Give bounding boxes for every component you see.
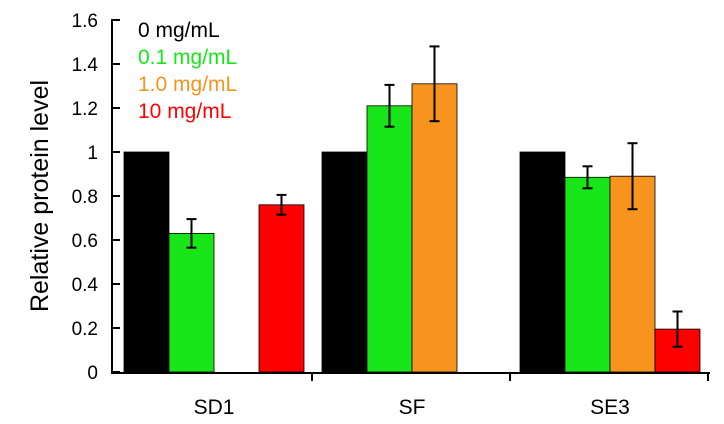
bar-sd1-series-3 [258, 204, 305, 373]
y-ticks: 0 0.2 0.4 0.6 0.8 1 1.2 1.4 1.6 [72, 11, 120, 384]
legend-entry-1: 0.1 mg/mL [138, 46, 237, 69]
legend-entry-2: 1.0 mg/mL [138, 73, 237, 96]
error-bar [186, 218, 197, 249]
bar-sf-series-2 [411, 83, 458, 373]
bar-sf-series-0 [321, 151, 368, 373]
bar-sd1-series-1 [168, 232, 215, 373]
y-tick-label: 0.6 [72, 231, 98, 252]
error-bar [384, 83, 395, 128]
error-bar [627, 142, 638, 211]
y-tick-label: 1 [87, 143, 98, 164]
legend-entry-0: 0 mg/mL [138, 19, 220, 42]
x-tick-label-sd1: SD1 [194, 396, 235, 419]
error-bar [429, 45, 440, 123]
error-bar [672, 310, 683, 348]
legend: 0 mg/mL 0.1 mg/mL 1.0 mg/mL 10 mg/mL [138, 19, 237, 123]
bars [123, 83, 701, 373]
bar-se3-series-1 [564, 176, 611, 373]
y-tick-label: 0 [87, 363, 98, 384]
x-tick-label-se3: SE3 [590, 396, 630, 419]
y-tick-label: 0.8 [72, 187, 98, 208]
y-tick-label: 1.4 [72, 55, 99, 76]
legend-entry-3: 10 mg/mL [138, 100, 231, 123]
bar-sf-series-1 [366, 105, 413, 373]
bar-se3-series-0 [519, 151, 566, 373]
x-ticks: SD1 SF SE3 [194, 372, 709, 419]
y-axis-title: Relative protein level [26, 80, 54, 312]
bar-sd1-series-0 [123, 151, 170, 373]
y-tick-label: 1.6 [72, 11, 98, 32]
y-tick-label: 0.2 [72, 319, 98, 340]
y-tick-label: 0.4 [72, 275, 99, 296]
error-bar [276, 193, 287, 216]
y-tick-label: 1.2 [72, 99, 98, 120]
error-bar [582, 165, 593, 190]
error-bars [186, 45, 683, 348]
x-tick-label-sf: SF [399, 396, 426, 419]
